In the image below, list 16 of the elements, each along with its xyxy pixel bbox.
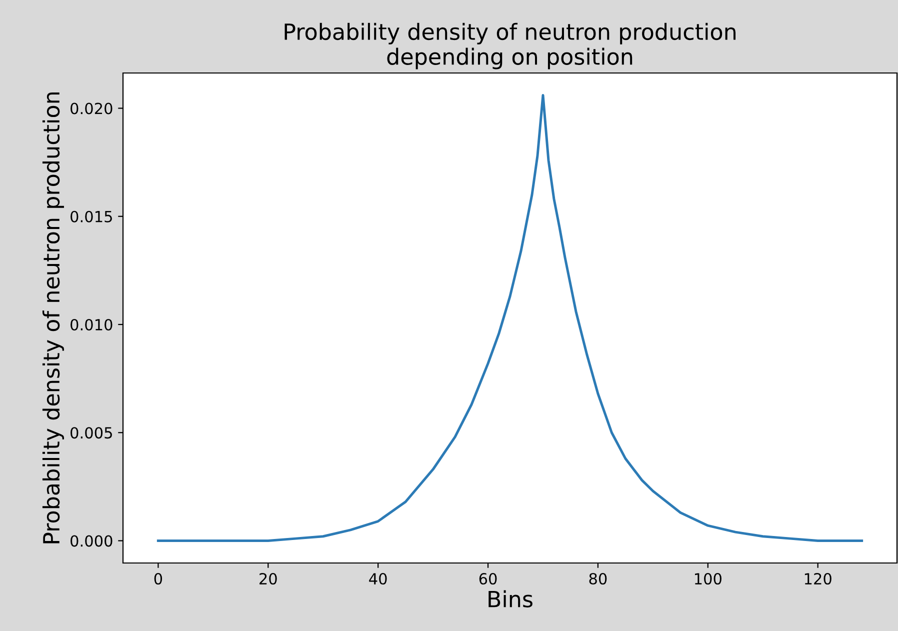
y-tick-label: 0.000: [70, 535, 112, 547]
x-tick-label: 100: [694, 572, 722, 585]
x-axis-title: Bins: [488, 590, 532, 608]
y-tick-label: 0.010: [70, 318, 112, 331]
y-axis-title: Probability density of neutron production: [42, 92, 64, 544]
x-tick-label: 80: [589, 572, 607, 585]
y-tick-label: 0.005: [70, 427, 112, 439]
x-tick-label: 40: [369, 572, 387, 585]
chart-title: Probability density of neutron production depending on position: [284, 22, 736, 70]
x-tick-label: 20: [260, 572, 277, 585]
x-tick-label: 0: [154, 572, 162, 585]
y-tick-label: 0.015: [70, 210, 112, 222]
x-tick-label: 120: [804, 572, 832, 585]
y-tick-label: 0.020: [70, 102, 112, 114]
x-tick-label: 60: [479, 572, 497, 585]
line-series: [156, 94, 864, 542]
